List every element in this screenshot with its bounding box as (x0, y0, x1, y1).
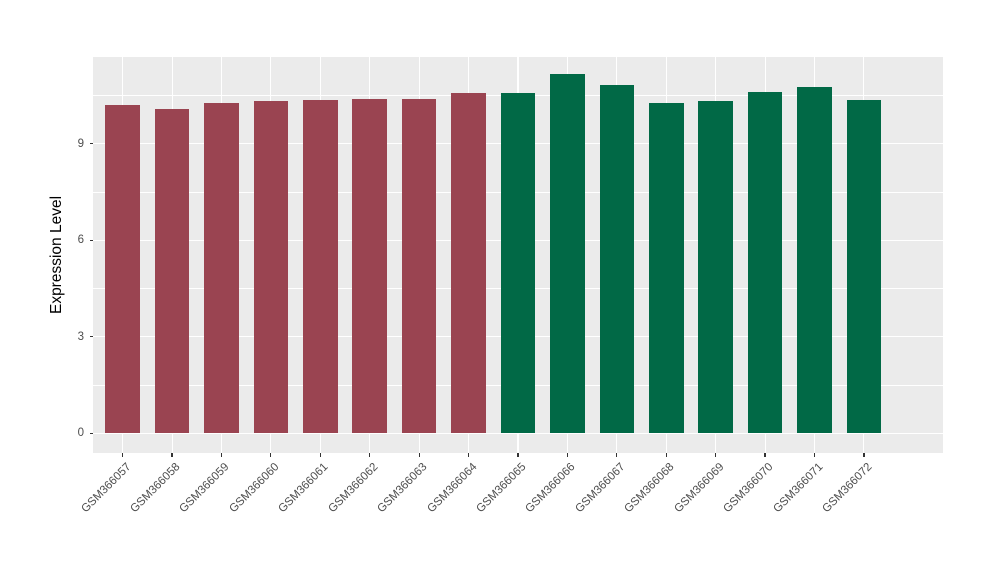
x-tick-mark (122, 453, 124, 457)
bar-GSM366058 (154, 109, 190, 434)
x-tick-mark (813, 453, 816, 457)
y-tick-label: 6 (77, 234, 84, 247)
bar-GSM366059 (204, 102, 239, 434)
bar-GSM366067 (599, 84, 635, 434)
x-tick-mark (220, 453, 223, 457)
bar-GSM366061 (303, 100, 338, 434)
x-tick-mark (616, 453, 618, 457)
bar-GSM366057 (105, 104, 140, 434)
bar-GSM366069 (698, 100, 733, 434)
x-tick-mark (863, 453, 865, 457)
y-tick-label: 3 (77, 330, 84, 343)
y-tick-mark (89, 143, 93, 145)
x-tick-mark (319, 453, 321, 457)
x-tick-mark (665, 453, 667, 457)
x-tick-mark (418, 453, 420, 457)
x-tick-mark (171, 453, 173, 457)
bar-GSM366063 (401, 99, 437, 434)
x-tick-mark (715, 453, 717, 457)
plot-area (93, 57, 943, 453)
bar-GSM366062 (352, 99, 388, 434)
bar-GSM366071 (797, 86, 832, 434)
y-tick-label: 9 (77, 137, 84, 150)
x-tick-mark (369, 453, 371, 457)
bar-GSM366068 (648, 102, 684, 434)
bar-GSM366072 (846, 100, 882, 434)
bar-GSM366060 (253, 100, 289, 434)
bar-GSM366066 (550, 74, 585, 434)
y-tick-mark (89, 432, 93, 434)
x-tick-mark (467, 453, 470, 457)
bar-GSM366070 (747, 92, 783, 434)
y-axis-title: Expression Level (48, 195, 65, 315)
y-tick-label: 0 (77, 427, 84, 440)
y-tick-mark (89, 336, 93, 338)
x-tick-mark (270, 453, 272, 457)
x-tick-mark (566, 453, 568, 457)
x-tick-mark (517, 453, 519, 457)
bar-GSM366064 (451, 93, 486, 434)
y-tick-mark (89, 239, 93, 241)
bar-GSM366065 (500, 93, 536, 434)
x-tick-mark (764, 453, 766, 457)
